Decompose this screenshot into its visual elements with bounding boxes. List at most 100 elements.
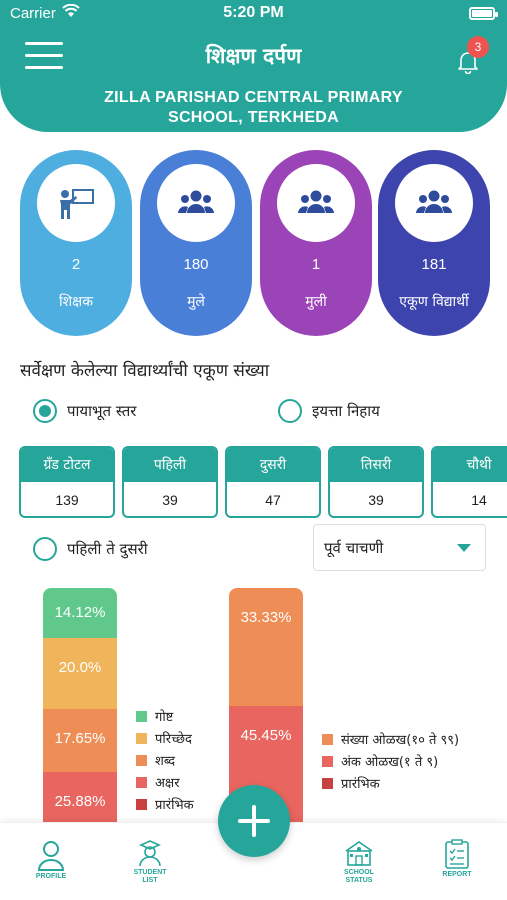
app-title: शिक्षण दर्पण bbox=[205, 44, 302, 68]
menu-button[interactable] bbox=[25, 42, 63, 70]
stat-label: चौथी bbox=[433, 448, 507, 482]
stat-grade-2[interactable]: दुसरी 47 bbox=[225, 446, 321, 518]
notification-button[interactable]: 3 bbox=[455, 36, 489, 74]
nav-label: STATUS bbox=[345, 877, 373, 884]
legend-item: प्रारंभिक bbox=[136, 793, 194, 815]
grade-stats-row: ग्रँड टोटल 139 पहिली 39 दुसरी 47 तिसरी 3… bbox=[19, 446, 507, 520]
legend-item: अंक ओळख(१ ते ९) bbox=[322, 750, 459, 772]
legend-label: अक्षर bbox=[155, 776, 180, 791]
girls-card[interactable]: 1 मुली bbox=[260, 150, 372, 336]
stat-grade-4[interactable]: चौथी 14 bbox=[431, 446, 507, 518]
radio-label: पहिली ते दुसरी bbox=[67, 540, 148, 558]
segment-label: 17.65% bbox=[54, 730, 106, 747]
caret-down-icon bbox=[457, 544, 471, 552]
legend-label: शब्द bbox=[155, 754, 176, 769]
notification-badge: 3 bbox=[467, 36, 489, 58]
stat-grade-1[interactable]: पहिली 39 bbox=[122, 446, 218, 518]
school-name-line: ZILLA PARISHAD CENTRAL PRIMARY bbox=[104, 89, 403, 106]
legend-label: परिच्छेद bbox=[155, 732, 192, 747]
radio-foundation-level[interactable]: पायाभूत स्तर bbox=[33, 399, 136, 423]
stat-grade-3[interactable]: तिसरी 39 bbox=[328, 446, 424, 518]
legend-item: संख्या ओळख(१० ते ९९) bbox=[322, 728, 459, 750]
legend-swatch bbox=[136, 754, 147, 766]
teacher-icon bbox=[37, 164, 115, 242]
legend-item: शब्द bbox=[136, 749, 194, 771]
test-type-dropdown[interactable]: पूर्व चाचणी bbox=[313, 524, 486, 571]
legend-swatch bbox=[136, 798, 147, 810]
total-students-count: 181 bbox=[421, 256, 447, 273]
app-header: शिक्षण दर्पण 3 ZILLA PARISHAD CENTRAL PR… bbox=[0, 28, 507, 132]
language-stacked-bar: 14.12% 20.0% 17.65% 25.88% bbox=[43, 588, 117, 824]
nav-report[interactable]: REPORT bbox=[422, 839, 492, 879]
girls-count: 1 bbox=[311, 256, 321, 273]
stat-label: पहिली bbox=[124, 448, 216, 482]
legend-label: संख्या ओळख(१० ते ९९) bbox=[341, 733, 460, 748]
radio-grade-1-to-2[interactable]: पहिली ते दुसरी bbox=[33, 537, 148, 561]
legend-label: अंक ओळख(१ ते ९) bbox=[341, 755, 439, 770]
school-name-line: SCHOOL, TERKHEDA bbox=[167, 109, 340, 126]
legend-item: गोष्ट bbox=[136, 705, 194, 727]
stat-label: तिसरी bbox=[330, 448, 422, 482]
radio-label: पायाभूत स्तर bbox=[67, 402, 137, 420]
stat-value: 39 bbox=[368, 492, 384, 508]
legend-item: प्रारंभिक bbox=[322, 772, 459, 794]
school-icon bbox=[345, 841, 373, 866]
legend-swatch bbox=[136, 776, 147, 788]
radio-grade-wise[interactable]: इयत्ता निहाय bbox=[278, 399, 380, 423]
legend-swatch bbox=[136, 710, 147, 722]
carrier-label: Carrier bbox=[10, 5, 56, 22]
stat-value: 39 bbox=[162, 492, 178, 508]
bar-segment-story: 14.12% bbox=[43, 588, 117, 638]
nav-profile[interactable]: PROFILE bbox=[16, 839, 86, 881]
bar-segment-number-recognition: 33.33% bbox=[229, 588, 303, 706]
school-name: ZILLA PARISHAD CENTRAL PRIMARY SCHOOL, T… bbox=[0, 88, 507, 128]
nav-school-status[interactable]: SCHOOL STATUS bbox=[324, 839, 394, 885]
legend-label: गोष्ट bbox=[155, 710, 174, 725]
segment-label: 45.45% bbox=[240, 727, 292, 744]
nav-label: SCHOOL bbox=[344, 869, 374, 876]
nav-label: REPORT bbox=[442, 871, 472, 878]
bar-segment-paragraph: 20.0% bbox=[43, 638, 117, 709]
nav-label: PROFILE bbox=[35, 873, 67, 880]
nav-student-list[interactable]: STUDENT LIST bbox=[115, 839, 185, 885]
wifi-icon bbox=[62, 3, 80, 21]
radio-button[interactable] bbox=[33, 537, 57, 561]
radio-button-checked[interactable] bbox=[33, 399, 57, 423]
survey-title: सर्वेक्षण केलेल्या विद्यार्थ्यांची एकूण … bbox=[20, 361, 270, 381]
group-icon bbox=[157, 164, 235, 242]
nav-label: STUDENT bbox=[133, 869, 167, 876]
stat-grand-total[interactable]: ग्रँड टोटल 139 bbox=[19, 446, 115, 518]
nav-label: LIST bbox=[142, 877, 158, 884]
teachers-card[interactable]: 2 शिक्षक bbox=[20, 150, 132, 336]
add-button[interactable] bbox=[218, 785, 290, 857]
math-legend: संख्या ओळख(१० ते ९९) अंक ओळख(१ ते ९) प्र… bbox=[322, 728, 459, 794]
menu-line bbox=[25, 42, 63, 45]
boys-card[interactable]: 180 मुले bbox=[140, 150, 252, 336]
girls-label: मुली bbox=[305, 294, 327, 310]
summary-cards: 2 शिक्षक 180 मुले 1 मुली 181 एकूण विद्या… bbox=[20, 150, 490, 336]
legend-label: प्रारंभिक bbox=[341, 777, 380, 792]
dropdown-value: पूर्व चाचणी bbox=[324, 539, 384, 557]
boys-count: 180 bbox=[183, 256, 209, 273]
group-icon bbox=[395, 164, 473, 242]
radio-label: इयत्ता निहाय bbox=[312, 402, 380, 420]
segment-label: 14.12% bbox=[54, 604, 106, 621]
group-icon bbox=[277, 164, 355, 242]
stat-value: 14 bbox=[471, 492, 487, 508]
legend-swatch bbox=[322, 755, 333, 767]
profile-icon bbox=[37, 841, 65, 871]
stat-value: 47 bbox=[265, 492, 281, 508]
bar-segment-word: 17.65% bbox=[43, 709, 117, 772]
segment-label: 33.33% bbox=[240, 609, 292, 626]
language-legend: गोष्ट परिच्छेद शब्द अक्षर प्रारंभिक bbox=[136, 705, 194, 815]
bar-segment-letter: 25.88% bbox=[43, 772, 117, 824]
legend-swatch bbox=[322, 733, 333, 745]
total-students-label: एकूण विद्यार्थी bbox=[399, 294, 469, 310]
legend-swatch bbox=[322, 777, 333, 789]
boys-label: मुले bbox=[187, 294, 205, 310]
total-students-card[interactable]: 181 एकूण विद्यार्थी bbox=[378, 150, 490, 336]
segment-label: 25.88% bbox=[54, 793, 106, 810]
stat-label: दुसरी bbox=[227, 448, 319, 482]
radio-button[interactable] bbox=[278, 399, 302, 423]
legend-swatch bbox=[136, 732, 147, 744]
